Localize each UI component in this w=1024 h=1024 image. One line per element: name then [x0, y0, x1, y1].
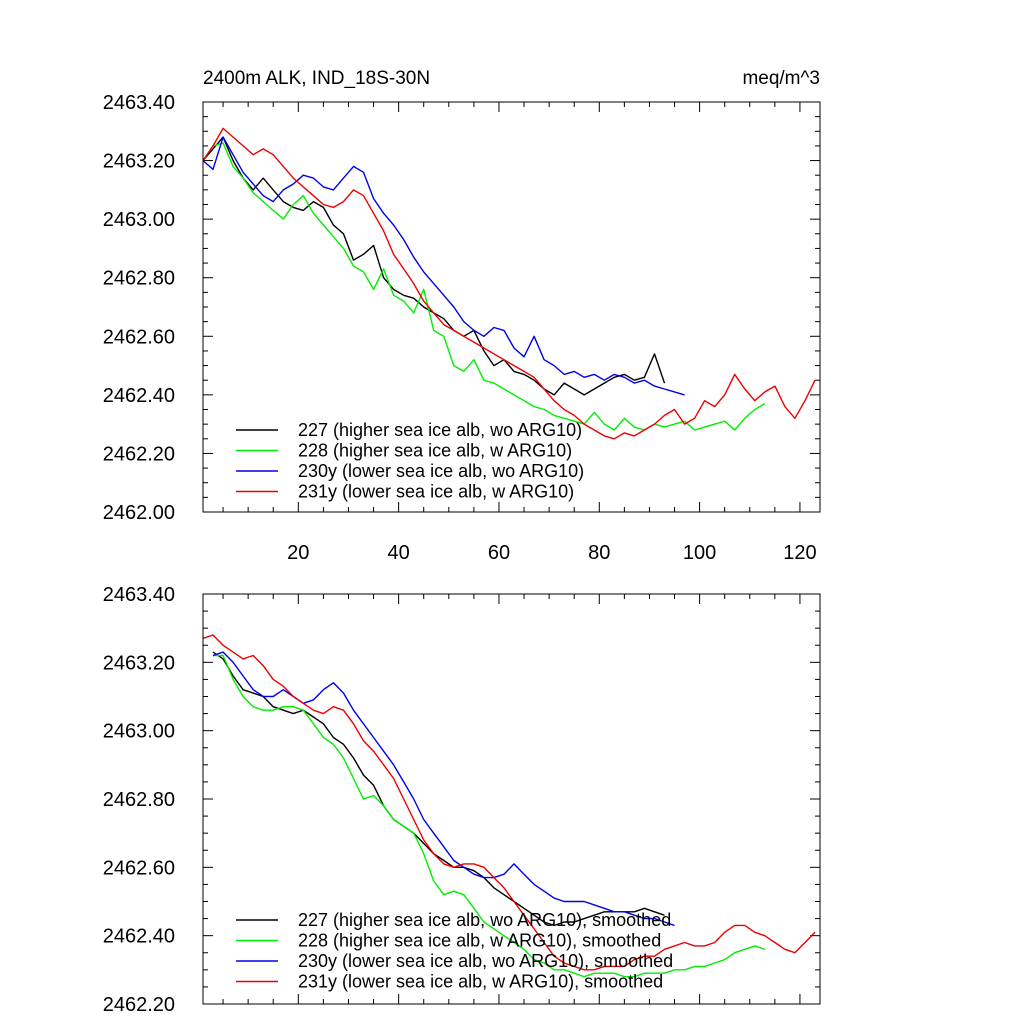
- bottom-panel-series: [202, 634, 816, 978]
- bottom-panel-y-tick-label: 2462.80: [103, 789, 175, 811]
- top-panel-legend-label-227: 227 (higher sea ice alb, wo ARG10): [298, 420, 582, 440]
- top-panel-y-tick-labels: 2462.00 2462.20 2462.40 2462.60 2462.80 2463.…: [103, 92, 175, 524]
- bottom-panel-y-tick-label: 2462.40: [103, 926, 175, 948]
- top-panel-y-tick-label: 2462.60: [103, 326, 175, 348]
- top-panel-y-tick-label: 2463.00: [103, 209, 175, 231]
- bottom-panel-y-tick-label: 2462.20: [103, 994, 175, 1016]
- top-panel-y-tick-label: 2462.40: [103, 385, 175, 407]
- bottom-panel-legend-label-230y: 230y (lower sea ice alb, wo ARG10), smoo…: [298, 951, 673, 971]
- bottom-panel-y-tick-label: 2463.40: [103, 584, 175, 606]
- bottom-panel-legend-label-231y: 231y (lower sea ice alb, w ARG10), smoot…: [298, 972, 663, 992]
- top-panel-y-tick-label: 2463.20: [103, 151, 175, 173]
- bottom-panel-legend-label-227: 227 (higher sea ice alb, wo ARG10), smoo…: [298, 910, 671, 930]
- bottom-panel-legend: 227 (higher sea ice alb, wo ARG10), smoo…: [236, 910, 673, 992]
- bottom-panel-series-228-line: [213, 654, 766, 978]
- top-panel-legend-label-230y: 230y (lower sea ice alb, wo ARG10): [298, 461, 584, 481]
- top-panel-series-231y-line: [202, 127, 816, 440]
- bottom-panel-y-tick-label: 2463.00: [103, 721, 175, 743]
- top-panel-series-228-line: [202, 142, 766, 431]
- top-panel-series-230y-line: [202, 136, 685, 396]
- bottom-panel-frame: [202, 593, 821, 1005]
- top-panel: 2400m ALK, IND_18S-30N meq/m^3 2462.0024…: [103, 68, 821, 564]
- top-panel-y-tick-label: 2462.00: [103, 502, 175, 524]
- top-panel-legend: 227 (higher sea ice alb, wo ARG10)228 (h…: [236, 420, 584, 502]
- top-panel-legend-label-228: 228 (higher sea ice alb, w ARG10): [298, 441, 572, 461]
- top-panel-x-tick-label: 20: [287, 542, 309, 564]
- top-panel-x-tick-label: 100: [683, 542, 716, 564]
- top-panel-series: [202, 127, 816, 440]
- bottom-panel: 2462.20 2462.40 2462.60 2462.80 2463.00 2463.…: [103, 584, 821, 1016]
- top-panel-legend-label-231y: 231y (lower sea ice alb, w ARG10): [298, 482, 574, 502]
- bottom-panel-y-tick-label: 2462.60: [103, 857, 175, 879]
- top-panel-x-tick-labels: 20 40 60 80 100 120: [287, 542, 816, 564]
- top-panel-y-tick-label: 2462.20: [103, 443, 175, 465]
- bottom-panel-series-227-line: [212, 651, 665, 927]
- top-panel-title: 2400m ALK, IND_18S-30N: [203, 68, 430, 89]
- top-panel-x-tick-label: 60: [488, 542, 510, 564]
- top-panel-ticks: [203, 101, 820, 513]
- top-panel-x-tick-label: 80: [588, 542, 610, 564]
- top-panel-y-tick-label: 2463.40: [103, 92, 175, 114]
- top-panel-frame: [202, 101, 821, 513]
- bottom-panel-series-230y-line: [212, 651, 675, 927]
- bottom-panel-y-tick-label: 2463.20: [103, 652, 175, 674]
- bottom-panel-y-tick-labels: 2462.20 2462.40 2462.60 2462.80 2463.00 2463.…: [103, 584, 175, 1016]
- top-panel-y-tick-label: 2462.80: [103, 268, 175, 290]
- top-panel-units: meq/m^3: [742, 68, 820, 89]
- bottom-panel-legend-label-228: 228 (higher sea ice alb, w ARG10), smoot…: [298, 931, 661, 951]
- bottom-panel-series-231y-line: [202, 634, 816, 971]
- top-panel-x-tick-label: 120: [783, 542, 816, 564]
- top-panel-x-tick-label: 40: [388, 542, 410, 564]
